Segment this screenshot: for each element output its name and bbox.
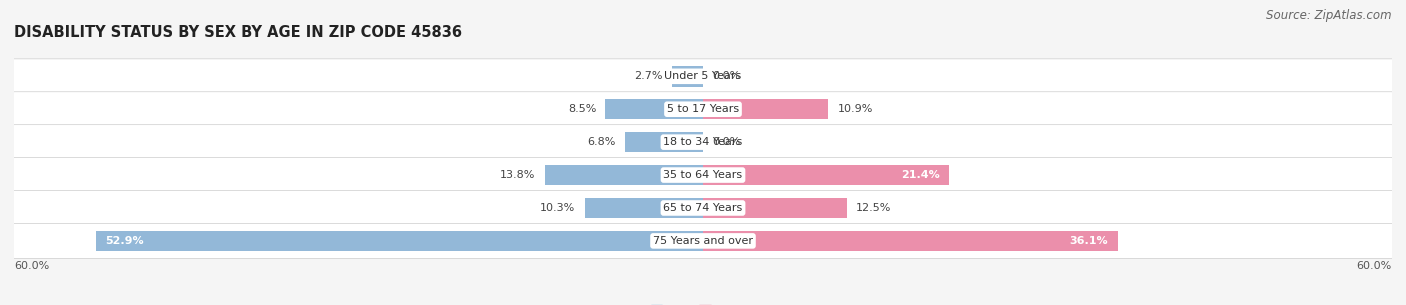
FancyBboxPatch shape [13, 224, 1393, 258]
Text: 13.8%: 13.8% [501, 170, 536, 180]
FancyBboxPatch shape [13, 191, 1393, 225]
Text: 52.9%: 52.9% [105, 236, 143, 246]
Bar [703, 231, 1118, 251]
Bar [624, 132, 703, 152]
FancyBboxPatch shape [13, 125, 1393, 160]
FancyBboxPatch shape [13, 59, 1393, 94]
Text: 65 to 74 Years: 65 to 74 Years [664, 203, 742, 213]
Text: 2.7%: 2.7% [634, 71, 662, 81]
Bar [544, 165, 703, 185]
Text: 35 to 64 Years: 35 to 64 Years [664, 170, 742, 180]
Text: 12.5%: 12.5% [856, 203, 891, 213]
Text: DISABILITY STATUS BY SEX BY AGE IN ZIP CODE 45836: DISABILITY STATUS BY SEX BY AGE IN ZIP C… [14, 25, 463, 40]
Bar [703, 198, 846, 218]
Text: Source: ZipAtlas.com: Source: ZipAtlas.com [1267, 9, 1392, 22]
Text: 60.0%: 60.0% [14, 261, 49, 271]
Text: 5 to 17 Years: 5 to 17 Years [666, 104, 740, 114]
Text: 0.0%: 0.0% [713, 71, 741, 81]
Text: 36.1%: 36.1% [1070, 236, 1108, 246]
Bar [703, 99, 828, 120]
Text: 10.9%: 10.9% [838, 104, 873, 114]
Text: Under 5 Years: Under 5 Years [665, 71, 741, 81]
Bar [703, 165, 949, 185]
Text: 8.5%: 8.5% [568, 104, 596, 114]
Text: 60.0%: 60.0% [1357, 261, 1392, 271]
Text: 10.3%: 10.3% [540, 203, 575, 213]
Text: 21.4%: 21.4% [901, 170, 939, 180]
Text: 6.8%: 6.8% [588, 137, 616, 147]
Bar [96, 231, 703, 251]
Text: 18 to 34 Years: 18 to 34 Years [664, 137, 742, 147]
Bar [606, 99, 703, 120]
FancyBboxPatch shape [13, 92, 1393, 127]
Text: 0.0%: 0.0% [713, 137, 741, 147]
FancyBboxPatch shape [13, 158, 1393, 192]
Text: 75 Years and over: 75 Years and over [652, 236, 754, 246]
Bar [585, 198, 703, 218]
Bar [672, 66, 703, 87]
